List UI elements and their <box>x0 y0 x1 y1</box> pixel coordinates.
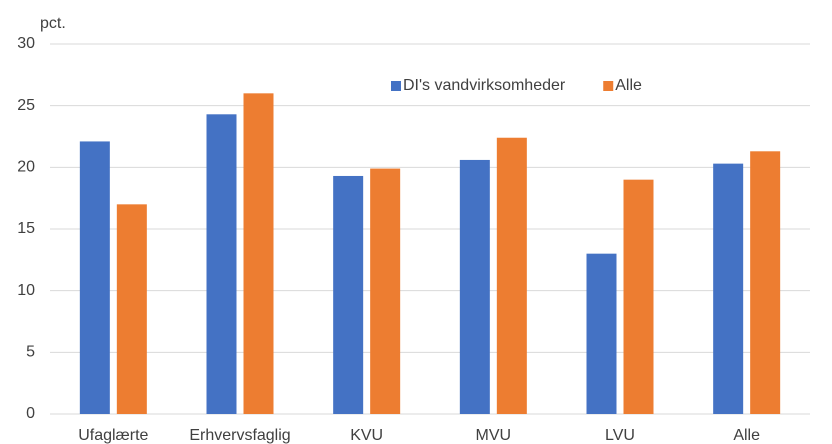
x-tick-label: Alle <box>733 427 760 444</box>
y-tick-label: 10 <box>17 282 35 299</box>
y-tick-label: 0 <box>26 405 35 422</box>
bar <box>333 175 364 414</box>
bar <box>116 204 147 414</box>
bar <box>750 151 781 415</box>
y-tick-label: 5 <box>26 344 35 361</box>
x-tick-label: Ufaglærte <box>78 427 148 444</box>
x-tick-label: LVU <box>605 427 635 444</box>
y-tick-label: 15 <box>17 220 35 237</box>
x-tick-label: MVU <box>476 427 512 444</box>
y-tick-label: 20 <box>17 159 35 176</box>
y-axis-label: pct. <box>40 15 66 32</box>
x-tick-label: KVU <box>350 427 383 444</box>
legend-label: DI's vandvirksomheder <box>403 77 566 94</box>
bar <box>496 137 527 414</box>
bar <box>623 179 654 414</box>
bar <box>586 253 617 414</box>
bar <box>243 93 274 414</box>
y-tick-label: 30 <box>17 35 35 52</box>
legend-label: Alle <box>615 77 642 94</box>
bar <box>79 141 110 414</box>
bar <box>459 159 490 414</box>
legend-swatch <box>391 81 401 91</box>
bar <box>713 163 744 414</box>
y-tick-label: 25 <box>17 97 35 114</box>
legend-swatch <box>603 81 614 91</box>
x-tick-label: Erhvervsfaglig <box>189 427 290 444</box>
bar <box>206 114 237 415</box>
bar <box>370 168 401 414</box>
